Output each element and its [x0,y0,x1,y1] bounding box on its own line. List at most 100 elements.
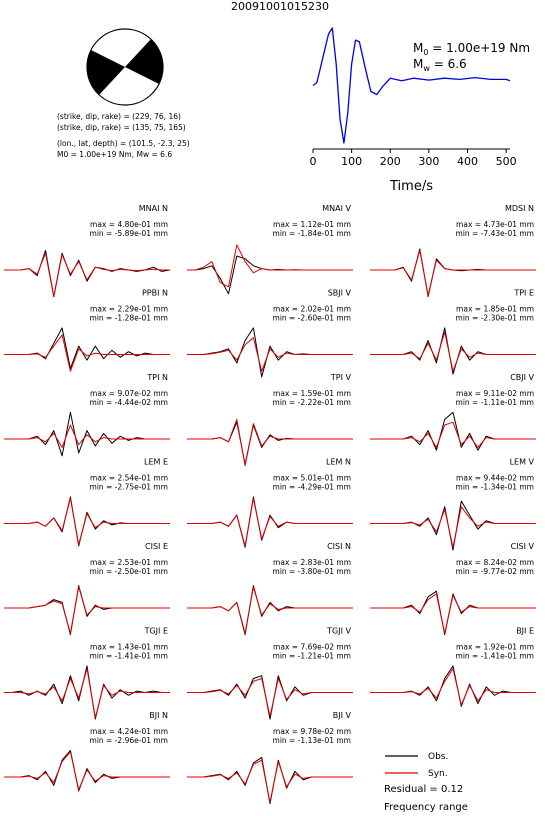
min-amplitude: min = -2.50e-01 mm [90,567,168,576]
station-label: BJI E [516,627,534,636]
figure-title: 20091001015230 [231,0,329,13]
max-amplitude: max = 1.85e-01 mm [456,305,534,314]
frequency-range-label: Frequency range [384,802,468,813]
max-amplitude: max = 1.12e-01 mm [273,220,351,229]
max-amplitude: max = 2.29e-01 mm [90,305,168,314]
synthetic-trace [187,337,353,372]
synthetic-trace [4,751,170,791]
residual-label: Residual = 0.12 [384,784,463,795]
observed-trace [4,411,170,457]
min-amplitude: min = -4.29e-01 mm [273,483,351,492]
min-amplitude: min = -3.80e-01 mm [273,567,351,576]
min-amplitude: min = -1.21e-01 mm [273,652,351,661]
synthetic-trace [4,424,170,448]
max-amplitude: max = 1.43e-01 mm [90,643,168,652]
synthetic-trace [4,497,170,545]
station-label: CBJI V [510,373,534,382]
min-amplitude: min = -1.41e-01 mm [456,652,534,661]
observed-trace [370,248,536,298]
synthetic-trace [4,586,170,634]
observed-trace [4,496,170,547]
observed-trace [187,496,353,548]
synthetic-trace [187,497,353,547]
station-label: MNAI N [139,204,168,213]
legend: Obs. Syn. Residual = 0.12 Frequency rang… [384,752,468,813]
station-label: TGJI V [326,627,351,636]
station-label: LEM E [144,458,168,467]
stf-annotation: M0 = 1.00e+19 Nm Mw = 6.6 [413,41,530,73]
synthetic-trace [187,418,353,467]
max-amplitude: max = 8.24e-02 mm [456,558,534,567]
min-amplitude: min = -9.77e-02 mm [456,567,534,576]
stf-series-line [312,27,511,144]
synthetic-trace [370,331,536,372]
station-label: SBJI V [328,289,352,298]
station-label: CISI V [511,542,535,551]
max-amplitude: max = 9.44e-02 mm [456,474,534,483]
max-amplitude: max = 9.11e-02 mm [456,389,534,398]
min-amplitude: min = -2.96e-01 mm [90,736,168,745]
station-label: TPI V [330,373,352,382]
max-amplitude: max = 2.83e-01 mm [273,558,351,567]
source-moment: M0 = 1.00e+19 Nm, Mw = 6.6 [57,150,172,159]
min-amplitude: min = -2.75e-01 mm [90,483,168,492]
synthetic-trace [4,252,170,298]
max-amplitude: max = 9.07e-02 mm [90,389,168,398]
max-amplitude: max = 1.59e-01 mm [273,389,351,398]
station-label: PPBI N [142,289,168,298]
min-amplitude: min = -7.43e-01 mm [456,229,534,238]
synthetic-trace [187,678,353,717]
stf-x-tick-label: 400 [457,155,478,168]
beachball-compressional-west [86,50,125,95]
synthetic-trace [4,334,170,372]
stf-x-axis-label: Time/s [389,179,433,194]
synthetic-trace [370,668,536,706]
observed-trace [187,675,353,720]
station-label: BJI N [149,711,168,720]
nodal-plane-2: (strike, dip, rake) = (135, 75, 165) [57,123,186,132]
focal-mechanism-beachball [86,28,164,106]
observed-trace [370,411,536,451]
min-amplitude: min = -2.22e-01 mm [273,398,351,407]
stf-x-tick-label: 200 [380,155,401,168]
station-label: MDSI N [505,204,534,213]
min-amplitude: min = -1.84e-01 mm [273,229,351,238]
legend-syn-label: Syn. [428,769,448,779]
max-amplitude: max = 4.73e-01 mm [456,220,534,229]
station-label: TPI N [146,373,168,382]
max-amplitude: max = 4.24e-01 mm [90,727,168,736]
max-amplitude: max = 2.53e-01 mm [90,558,168,567]
synthetic-trace [370,421,536,448]
stf-x-tick-label: 100 [341,155,362,168]
station-label: CISI N [327,542,351,551]
station-label: MNAI V [322,204,351,213]
min-amplitude: min = -1.13e-01 mm [273,736,351,745]
synthetic-trace [370,249,536,296]
stf-x-tick-label: 300 [418,155,439,168]
min-amplitude: min = -2.30e-01 mm [456,314,534,323]
source-location: (lon., lat, depth) = (101.5, -2.3, 25) [57,139,190,148]
observed-trace [187,327,353,378]
station-label: LEM N [326,458,351,467]
observed-trace [370,327,536,375]
stf-x-tick-label: 0 [310,155,317,168]
station-label: TPI E [513,289,534,298]
beachball-compressional-east [125,39,164,84]
